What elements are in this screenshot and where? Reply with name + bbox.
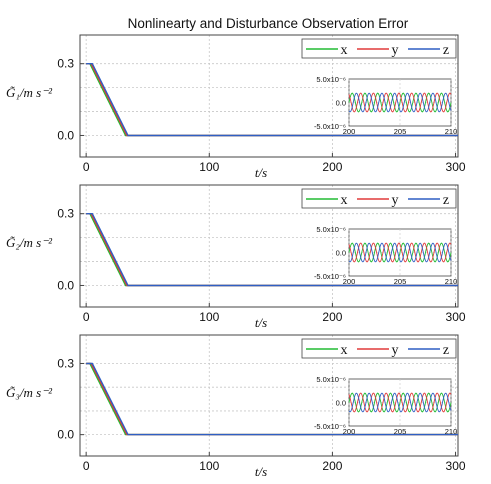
- y-tick-label: 0.3: [57, 207, 74, 221]
- inset-series-z: [348, 392, 452, 413]
- panel-3: 0 100 200 300 0.0 0.3 t/s G̃₃/m s⁻² x y z 200 205 210…: [6, 334, 466, 479]
- y-axis-label: G̃₁/m s⁻²: [6, 85, 53, 100]
- x-tick-label: 300: [446, 160, 466, 174]
- y-tick-label: 0.0: [57, 128, 74, 142]
- x-tick-label: 200: [322, 160, 342, 174]
- inset-y-tick-label: 5.0x10⁻⁶: [316, 75, 346, 84]
- inset-x-tick-label: 205: [394, 127, 407, 136]
- legend-label-z: z: [443, 343, 449, 358]
- legend-label-x: x: [341, 343, 348, 358]
- series-line-z: [86, 212, 458, 287]
- inset-x-tick-label: 210: [445, 427, 458, 436]
- panel-2: 0 100 200 300 0.0 0.3 t/s G̃₂/m s⁻² x y z 200 205 210…: [6, 184, 466, 330]
- inset-y-tick-label: 0.0: [336, 249, 346, 258]
- y-tick-label: 0.0: [57, 278, 74, 292]
- x-tick-label: 200: [322, 310, 342, 324]
- inset-y-tick-label: 5.0x10⁻⁶: [316, 375, 346, 384]
- x-tick-label: 0: [83, 310, 90, 324]
- series-line-z: [86, 362, 458, 436]
- legend-label-z: z: [443, 193, 449, 208]
- legend-label-y: y: [392, 43, 399, 58]
- plot-frame: [79, 34, 459, 158]
- inset-x-tick-label: 210: [445, 127, 458, 136]
- inset-x-tick-label: 205: [394, 277, 407, 286]
- panel-1: 0 100 200 300 0.0 0.3 t/s G̃₁/m s⁻² x y z 200 205 210…: [6, 34, 466, 180]
- inset-y-tick-label: -5.0x10⁻⁶: [314, 422, 346, 431]
- x-tick-label: 300: [446, 310, 466, 324]
- series-line-z: [86, 63, 458, 137]
- panels: 0 100 200 300 0.0 0.3 t/s G̃₁/m s⁻² x y z 200 205 210…: [6, 34, 466, 479]
- x-tick-label: 100: [199, 160, 219, 174]
- inset-x-tick-label: 200: [343, 277, 356, 286]
- x-axis-label: t/s: [255, 464, 267, 479]
- x-tick-label: 0: [83, 459, 90, 473]
- inset-series-y: [348, 92, 452, 113]
- inset-series-z: [348, 92, 452, 113]
- inset-x-tick-label: 200: [343, 127, 356, 136]
- inset-y-tick-label: 0.0: [336, 399, 346, 408]
- inset-x-tick-label: 210: [445, 277, 458, 286]
- y-tick-label: 0.3: [57, 57, 74, 71]
- y-axis-label: G̃₃/m s⁻²: [6, 385, 53, 400]
- x-tick-label: 200: [322, 459, 342, 473]
- legend-label-z: z: [443, 43, 449, 58]
- inset-x-tick-label: 200: [343, 427, 356, 436]
- inset-series-x: [348, 92, 452, 113]
- inset-series-y: [348, 392, 452, 413]
- inset-series-x: [348, 392, 452, 413]
- legend-label-y: y: [392, 343, 399, 358]
- x-tick-label: 0: [83, 160, 90, 174]
- inset-y-tick-label: -5.0x10⁻⁶: [314, 272, 346, 281]
- legend-label-x: x: [341, 193, 348, 208]
- y-tick-label: 0.3: [57, 356, 74, 370]
- x-tick-label: 100: [199, 459, 219, 473]
- plot-frame: [79, 184, 459, 308]
- inset-y-tick-label: -5.0x10⁻⁶: [314, 122, 346, 131]
- x-tick-label: 300: [446, 459, 466, 473]
- x-axis-label: t/s: [255, 315, 267, 330]
- legend-label-x: x: [341, 43, 348, 58]
- inset-y-tick-label: 5.0x10⁻⁶: [316, 225, 346, 234]
- inset-y-tick-label: 0.0: [336, 99, 346, 108]
- inset-x-tick-label: 205: [394, 427, 407, 436]
- chart-title: Nonlinearty and Disturbance Observation …: [128, 16, 409, 31]
- legend-label-y: y: [392, 193, 399, 208]
- x-tick-label: 100: [199, 310, 219, 324]
- inset-series-z: [348, 242, 452, 263]
- x-axis-label: t/s: [255, 165, 267, 180]
- inset-series-y: [348, 242, 452, 263]
- plot-frame: [79, 334, 459, 457]
- y-tick-label: 0.0: [57, 428, 74, 442]
- inset-series-x: [348, 242, 452, 263]
- y-axis-label: G̃₂/m s⁻²: [6, 235, 53, 250]
